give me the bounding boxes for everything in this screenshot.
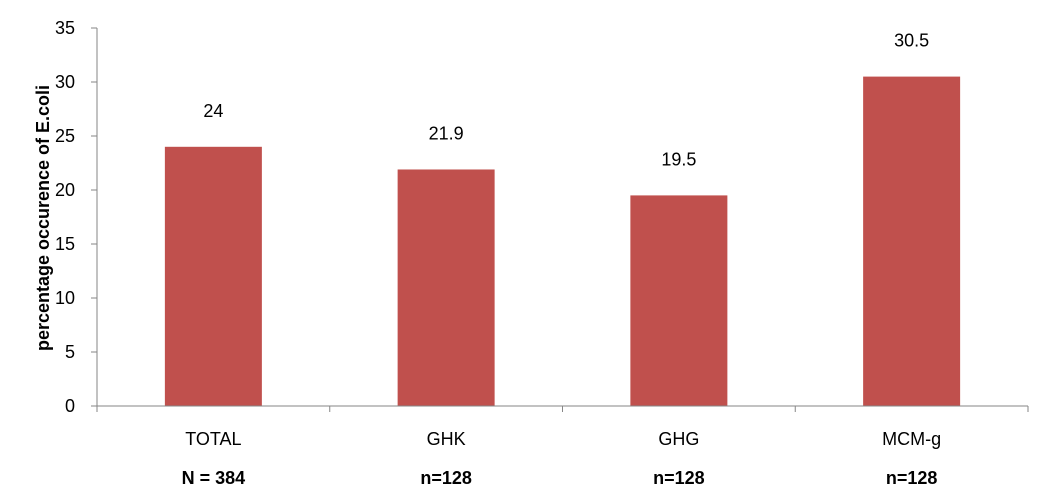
data-label: 30.5 [894,31,929,51]
sample-size-label: N = 384 [182,468,246,488]
y-axis-title: percentage occurence of E.coli [33,85,53,351]
data-label: 19.5 [661,149,696,169]
sample-size-label: n=128 [420,468,472,488]
x-tick-label: TOTAL [185,429,241,449]
sample-size-label: n=128 [653,468,705,488]
x-axis: TOTAL N = 384 GHK n=128 GHG n=128 MCM-g n=128 [96,405,1029,488]
y-tick-label: 10 [55,288,75,308]
y-axis: 0 5 10 15 20 25 30 35 [55,18,98,416]
x-tick-label: GHK [427,429,466,449]
data-label: 24 [203,101,223,121]
bar-mcm-g [863,76,961,406]
x-tick-label: GHG [658,429,699,449]
x-tick-label: MCM-g [882,429,941,449]
y-tick-label: 30 [55,72,75,92]
bar-total [164,146,262,407]
y-tick-label: 20 [55,180,75,200]
y-tick-label: 5 [65,342,75,362]
sample-size-label: n=128 [886,468,938,488]
y-tick-label: 0 [65,396,75,416]
y-tick-label: 25 [55,126,75,146]
y-tick-label: 15 [55,234,75,254]
bar-ghg [630,195,728,406]
y-tick-label: 35 [55,18,75,38]
bars: 24 21.9 19.5 30.5 [164,31,961,407]
data-label: 21.9 [429,123,464,143]
bar-ghk [397,169,495,406]
